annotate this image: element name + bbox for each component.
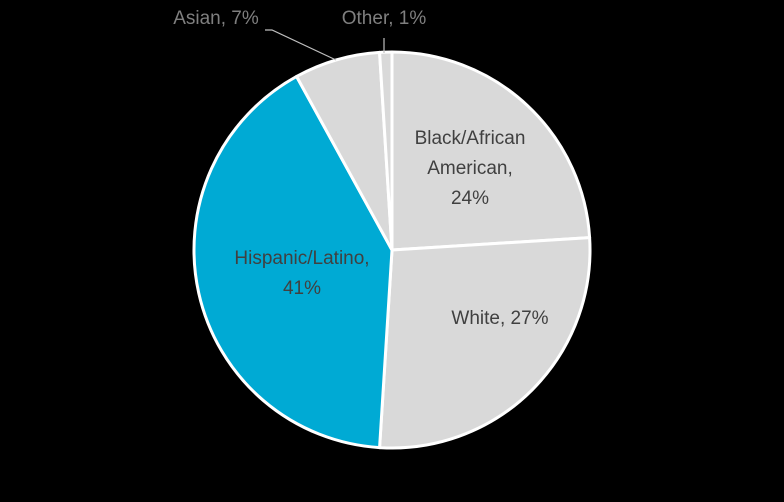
leader-lines xyxy=(265,29,385,61)
data-label-line: 41% xyxy=(283,278,321,299)
data-label-line: Black/African xyxy=(415,128,526,149)
pie-slice-black-african-american xyxy=(390,50,592,252)
data-label-line: Asian, 7% xyxy=(173,8,259,29)
data-label-black-african-american: Black/African American, 24% xyxy=(415,128,526,209)
pie-slice-other xyxy=(378,50,394,252)
data-label-line: American, xyxy=(427,158,513,179)
data-label-line: Hispanic/Latino, xyxy=(234,248,369,269)
data-label-hispanic-latino: Hispanic/Latino, 41% xyxy=(234,248,369,299)
data-labels: Black/African American, 24% White, 27% Hispa… xyxy=(173,8,548,329)
data-label-asian: Asian, 7% xyxy=(173,8,259,29)
pie-slice-white xyxy=(378,236,592,450)
data-label-line: 24% xyxy=(451,188,489,209)
leader-line-asian xyxy=(265,29,337,61)
pie-slices xyxy=(192,50,592,450)
pie-slice-hispanic-latino xyxy=(192,74,394,450)
data-label-line: Other, 1% xyxy=(342,8,427,29)
data-label-line: White, 27% xyxy=(451,308,548,329)
data-label-white: White, 27% xyxy=(451,308,548,329)
data-label-other: Other, 1% xyxy=(342,8,427,29)
